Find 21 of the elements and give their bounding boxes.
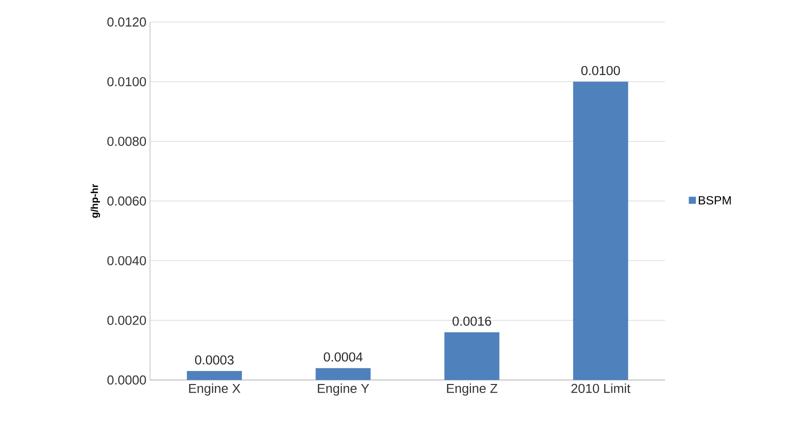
y-tick-label: 0.0060 [107, 196, 146, 206]
data-label: 0.0003 [195, 355, 234, 365]
y-tick-label: 0.0120 [107, 17, 146, 27]
y-tick-label: 0.0000 [107, 375, 146, 385]
data-label: 0.0016 [452, 316, 492, 326]
y-axis-title: g/hp-hr [90, 184, 100, 218]
y-tick-label: 0.0100 [107, 77, 146, 86]
legend-label: BSPM [698, 196, 731, 205]
y-tick-label: 0.0080 [107, 136, 146, 146]
data-label: 0.0004 [324, 352, 363, 362]
bar [573, 82, 628, 380]
bar [444, 332, 500, 380]
y-tick-label: 0.0020 [107, 316, 146, 325]
x-tick-label: 2010 Limit [571, 384, 630, 394]
bar [186, 371, 242, 380]
y-tick-label: 0.0040 [107, 256, 146, 266]
x-tick-label: Engine X [189, 384, 240, 396]
bar [316, 368, 371, 380]
data-label: 0.0100 [581, 66, 620, 76]
x-tick-label: Engine Z [447, 384, 498, 396]
x-tick-label: Engine Y [318, 384, 370, 396]
